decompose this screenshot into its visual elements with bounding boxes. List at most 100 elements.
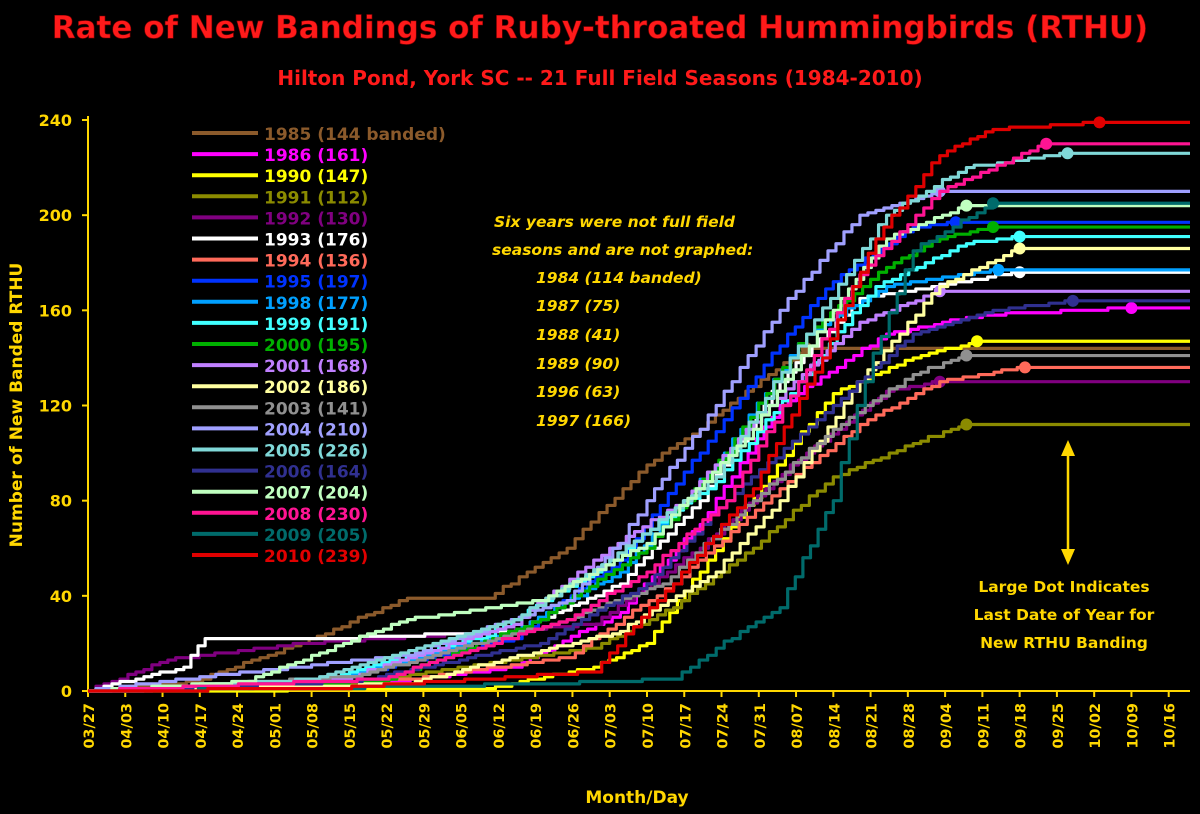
series-line-2010 <box>88 120 1190 693</box>
legend-label-1991: 1991 (112) <box>264 188 368 208</box>
not-graphed-note: Six years were not full field seasons an… <box>492 213 753 430</box>
x-tick-label: 09/18 <box>1014 703 1030 749</box>
not-graphed-title-line-1: Six years were not full field <box>494 213 736 231</box>
series-end-dot-1993 <box>1013 266 1026 279</box>
series-end-dot-1986 <box>1125 301 1138 314</box>
x-axis-label: Month/Day <box>585 788 688 808</box>
legend-label-1986: 1986 (161) <box>264 146 368 166</box>
legend-label-2001: 2001 (168) <box>264 357 368 377</box>
series-end-dot-1994 <box>1018 361 1031 374</box>
series-line-2004 <box>88 189 1190 693</box>
dot-explanation-arrow <box>1061 440 1075 565</box>
legend-label-2002: 2002 (186) <box>264 378 368 398</box>
series-end-dot-2008 <box>1040 137 1053 150</box>
not-graphed-item: 1989 (90) <box>536 355 620 373</box>
series-end-dot-1991 <box>960 418 973 431</box>
y-tick-label: 40 <box>50 587 72 606</box>
legend-label-1990: 1990 (147) <box>264 167 368 187</box>
x-tick-label: 08/28 <box>902 703 918 749</box>
series-end-dot-2002 <box>1013 242 1026 255</box>
legend-label-1995: 1995 (197) <box>264 273 368 293</box>
series-lines <box>88 116 1190 693</box>
series-end-dot-1990 <box>971 335 984 348</box>
x-tick-label: 10/02 <box>1088 703 1104 749</box>
x-tick-label: 10/09 <box>1125 703 1141 749</box>
x-tick-label: 08/07 <box>790 703 806 749</box>
y-axis-ticks: 0 40 80 120 160 200 240 <box>39 111 88 701</box>
series-end-dot-2006 <box>1066 294 1079 307</box>
series-end-dot-1998 <box>992 263 1005 276</box>
series-line-2008 <box>88 142 1190 693</box>
series-end-dot-2007 <box>960 199 973 212</box>
x-tick-label: 05/22 <box>380 703 396 749</box>
legend-label-2009: 2009 (205) <box>264 526 368 546</box>
series-end-dot-2009 <box>987 197 1000 210</box>
x-tick-label: 09/25 <box>1051 703 1067 749</box>
not-graphed-item: 1984 (114 banded) <box>536 269 702 287</box>
x-tick-label: 08/21 <box>865 703 881 749</box>
x-tick-label: 09/11 <box>976 703 992 749</box>
x-tick-label: 07/03 <box>604 703 620 749</box>
legend-label-2008: 2008 (230) <box>264 505 368 525</box>
series-end-dot-1995 <box>949 216 962 229</box>
y-tick-label: 80 <box>50 492 72 511</box>
chart-subtitle: Hilton Pond, York SC -- 21 Full Field Se… <box>277 66 922 90</box>
x-tick-label: 07/31 <box>753 703 769 749</box>
legend-label-2004: 2004 (210) <box>264 420 368 440</box>
x-tick-label: 08/14 <box>827 703 843 749</box>
dot-note-line-2: Last Date of Year for <box>974 606 1155 624</box>
legend-label-1999: 1999 (191) <box>264 315 368 335</box>
legend-label-2000: 2000 (195) <box>264 336 368 356</box>
not-graphed-item: 1987 (75) <box>536 297 620 315</box>
x-tick-label: 05/08 <box>306 703 322 749</box>
x-tick-label: 07/10 <box>641 703 657 749</box>
series-end-dot-1999 <box>1013 230 1026 243</box>
y-tick-label: 200 <box>39 206 72 225</box>
x-tick-label: 05/01 <box>268 703 284 749</box>
x-tick-label: 04/17 <box>194 703 210 749</box>
series-line-2006 <box>88 299 1190 693</box>
y-tick-label: 160 <box>39 301 72 320</box>
legend: 1985 (144 banded)1986 (161)1990 (147)199… <box>192 125 446 567</box>
x-tick-label: 04/24 <box>231 703 247 749</box>
legend-label-1994: 1994 (136) <box>264 252 368 272</box>
legend-label-1985: 1985 (144 banded) <box>264 125 446 145</box>
x-tick-label: 07/17 <box>678 703 694 749</box>
y-tick-label: 120 <box>39 397 72 416</box>
legend-label-2005: 2005 (226) <box>264 442 368 462</box>
y-tick-label: 240 <box>39 111 72 130</box>
series-end-dot-2005 <box>1061 147 1074 160</box>
legend-label-2007: 2007 (204) <box>264 484 368 504</box>
x-tick-label: 06/26 <box>566 703 582 749</box>
legend-label-1993: 1993 (176) <box>264 231 368 251</box>
x-tick-label: 04/03 <box>119 703 135 749</box>
x-tick-label: 07/24 <box>716 703 732 749</box>
x-tick-label: 06/19 <box>529 703 545 749</box>
series-end-dot-2000 <box>987 221 1000 234</box>
x-tick-label: 06/05 <box>455 703 471 749</box>
legend-label-1992: 1992 (130) <box>264 209 368 229</box>
legend-label-2010: 2010 (239) <box>264 547 368 567</box>
chart-title: Rate of New Bandings of Ruby-throated Hu… <box>52 10 1148 46</box>
not-graphed-item: 1988 (41) <box>536 326 620 344</box>
x-axis-ticks: 03/27 04/03 04/10 04/17 04/24 05/01 05/08 05/15… <box>82 691 1179 749</box>
x-tick-label: 05/15 <box>343 703 359 749</box>
x-tick-label: 05/29 <box>417 703 433 749</box>
legend-label-1998: 1998 (177) <box>264 294 368 314</box>
x-tick-label: 10/16 <box>1163 703 1179 749</box>
not-graphed-title-line-2: seasons and are not graphed: <box>492 241 753 259</box>
not-graphed-item: 1996 (63) <box>536 383 620 401</box>
y-tick-label: 0 <box>61 682 72 701</box>
x-tick-label: 06/12 <box>492 703 508 749</box>
series-end-dot-2010 <box>1093 116 1106 129</box>
dot-note-line-1: Large Dot Indicates <box>978 578 1149 596</box>
not-graphed-item: 1997 (166) <box>536 412 631 430</box>
x-tick-label: 09/04 <box>939 703 955 749</box>
dot-note-line-3: New RTHU Banding <box>980 634 1148 652</box>
dot-explanation-note: Large Dot Indicates Last Date of Year fo… <box>974 578 1155 652</box>
legend-label-2006: 2006 (164) <box>264 463 368 483</box>
y-axis-label: Number of New Banded RTHU <box>7 263 27 548</box>
x-tick-label: 03/27 <box>82 703 98 749</box>
series-end-dot-2003 <box>960 349 973 362</box>
